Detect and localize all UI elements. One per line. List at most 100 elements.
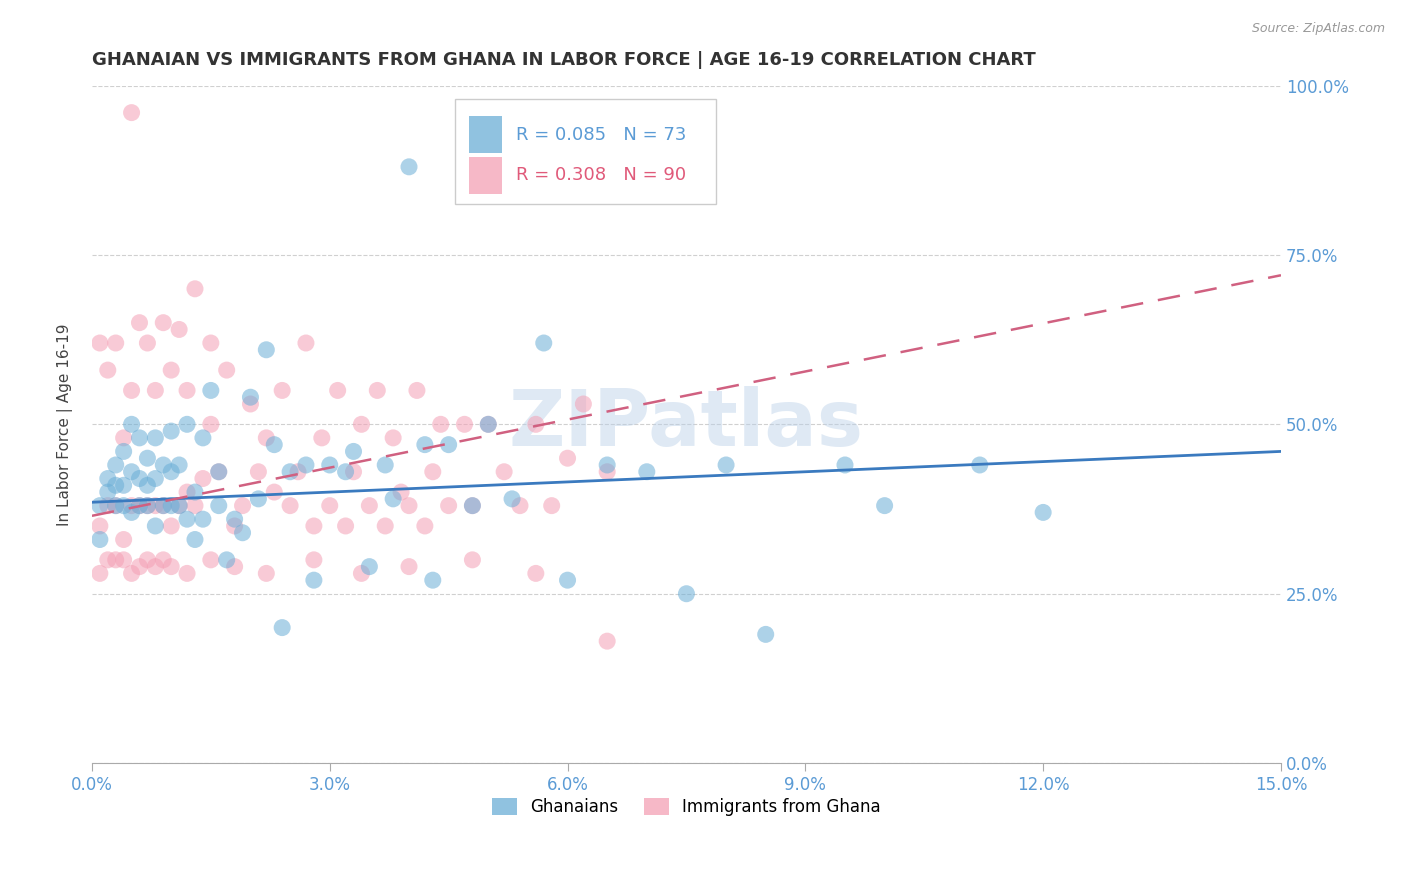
Point (834, 458, 856, 472)
Point (224, 519, 246, 533)
Point (413, 519, 436, 533)
Point (389, 485, 412, 500)
Point (350, 566, 373, 581)
Point (350, 417, 373, 432)
Point (89, 336, 111, 351)
Point (422, 573, 444, 587)
Point (160, 499, 183, 513)
Point (382, 431, 405, 445)
Point (136, 478, 159, 492)
Point (477, 417, 499, 432)
Point (112, 444, 135, 458)
Point (224, 559, 246, 574)
Point (143, 519, 166, 533)
Point (152, 458, 174, 472)
Point (239, 397, 262, 411)
Point (232, 499, 254, 513)
Point (121, 505, 143, 519)
Point (278, 465, 301, 479)
Point (359, 559, 381, 574)
Point (160, 519, 183, 533)
Point (143, 384, 166, 398)
Point (128, 431, 150, 445)
Point (176, 384, 198, 398)
Point (121, 417, 143, 432)
Point (128, 471, 150, 485)
Point (97, 485, 120, 500)
Point (342, 465, 364, 479)
Point (714, 458, 737, 472)
Point (461, 553, 484, 567)
Point (311, 431, 333, 445)
Point (461, 499, 484, 513)
Point (167, 458, 190, 472)
Point (191, 471, 214, 485)
Point (477, 417, 499, 432)
Point (969, 458, 991, 472)
Point (453, 417, 475, 432)
Point (263, 437, 285, 451)
Point (143, 559, 166, 574)
Point (112, 553, 135, 567)
Point (208, 465, 231, 479)
Point (121, 105, 143, 120)
Point (112, 533, 135, 547)
Point (215, 553, 238, 567)
Point (224, 512, 246, 526)
Point (152, 316, 174, 330)
Point (128, 559, 150, 574)
Point (121, 566, 143, 581)
Point (239, 390, 262, 404)
Point (271, 621, 294, 635)
Point (302, 573, 325, 587)
Point (319, 458, 342, 472)
Text: ZIPatlas: ZIPatlas (509, 386, 863, 462)
Point (429, 417, 451, 432)
Point (413, 437, 436, 451)
Point (160, 559, 183, 574)
Point (97, 363, 120, 377)
Point (254, 431, 277, 445)
Point (335, 465, 357, 479)
Point (596, 458, 619, 472)
Point (128, 316, 150, 330)
Text: GHANAIAN VS IMMIGRANTS FROM GHANA IN LABOR FORCE | AGE 16-19 CORRELATION CHART: GHANAIAN VS IMMIGRANTS FROM GHANA IN LAB… (91, 51, 1036, 69)
Point (200, 336, 222, 351)
Point (557, 451, 579, 466)
Point (326, 384, 349, 398)
Point (572, 397, 595, 411)
Point (398, 499, 420, 513)
Point (136, 499, 159, 513)
Point (437, 499, 460, 513)
Point (382, 491, 405, 506)
Point (152, 499, 174, 513)
Point (374, 458, 396, 472)
Text: Source: ZipAtlas.com: Source: ZipAtlas.com (1251, 22, 1385, 36)
Point (247, 465, 270, 479)
Point (136, 553, 159, 567)
Point (104, 478, 127, 492)
Point (184, 533, 207, 547)
Point (191, 512, 214, 526)
Point (596, 465, 619, 479)
Point (143, 431, 166, 445)
Point (104, 458, 127, 472)
Point (97, 553, 120, 567)
Point (208, 499, 231, 513)
Point (167, 322, 190, 336)
Text: R = 0.308   N = 90: R = 0.308 N = 90 (516, 166, 686, 185)
Point (104, 499, 127, 513)
Point (176, 566, 198, 581)
Point (104, 553, 127, 567)
Point (675, 587, 697, 601)
Point (302, 553, 325, 567)
Point (232, 525, 254, 540)
Point (176, 417, 198, 432)
Y-axis label: In Labor Force | Age 16-19: In Labor Force | Age 16-19 (58, 323, 73, 525)
Point (319, 499, 342, 513)
Point (374, 519, 396, 533)
Point (302, 519, 325, 533)
Point (160, 424, 183, 438)
Point (89, 499, 111, 513)
Point (501, 491, 523, 506)
